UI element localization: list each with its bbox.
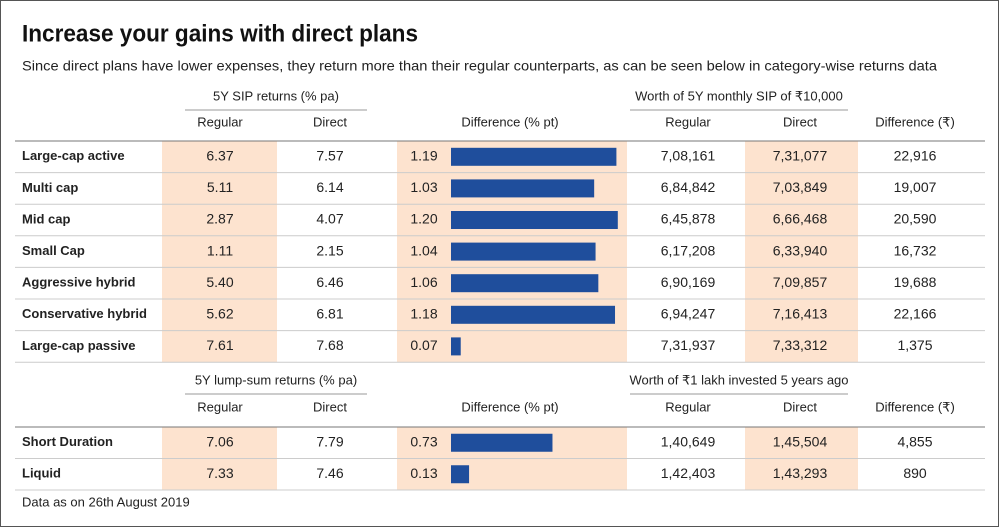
row-name: Small Cap [22, 243, 85, 258]
cell-value: 7.46 [316, 465, 343, 481]
cell-value: 890 [903, 465, 927, 481]
row-name: Liquid [22, 466, 61, 481]
difference-bar [451, 147, 617, 166]
cell-value: 7,16,413 [773, 306, 828, 322]
difference-value: 0.73 [410, 433, 437, 449]
row-name: Conservative hybrid [22, 306, 147, 321]
difference-bar [451, 274, 599, 293]
subtitle: Since direct plans have lower expenses, … [22, 58, 937, 74]
cell-value: 6,94,247 [661, 306, 716, 322]
column-header: Difference (₹) [875, 399, 955, 414]
cell-value: 7,33,312 [773, 337, 828, 353]
cell-value: 7.68 [316, 337, 343, 353]
column-header: Direct [783, 399, 817, 414]
cell-value: 1.11 [207, 242, 233, 258]
cell-value: 7.79 [316, 433, 343, 449]
cell-value: 7.57 [316, 148, 343, 164]
row-name: Mid cap [22, 211, 70, 226]
column-header: Regular [197, 399, 243, 414]
column-shade [745, 141, 858, 363]
difference-value: 1.03 [410, 179, 437, 195]
cell-value: 16,732 [894, 242, 937, 258]
cell-value: 6.81 [316, 306, 343, 322]
group-header: 5Y SIP returns (% pa) [213, 88, 339, 103]
cell-value: 7.33 [206, 465, 233, 481]
difference-value: 0.07 [410, 337, 437, 353]
cell-value: 7.61 [206, 337, 233, 353]
difference-bar [451, 211, 618, 229]
group-header: Worth of ₹1 lakh invested 5 years ago [629, 372, 848, 387]
difference-value: 1.19 [410, 148, 437, 164]
cell-value: 7,31,937 [661, 337, 716, 353]
cell-value: 6.46 [316, 274, 343, 290]
cell-value: 1,375 [897, 337, 932, 353]
cell-value: 4,855 [897, 433, 932, 449]
cell-value: 6,45,878 [661, 211, 716, 227]
difference-value: 0.13 [410, 465, 437, 481]
cell-value: 6,84,842 [661, 179, 716, 195]
row-name: Short Duration [22, 434, 113, 449]
column-header: Direct [783, 114, 817, 129]
group-header: 5Y lump-sum returns (% pa) [195, 372, 357, 387]
cell-value: 1,40,649 [661, 433, 716, 449]
cell-value: 20,590 [894, 211, 937, 227]
row-name: Large-cap active [22, 148, 125, 163]
difference-value: 1.06 [410, 274, 437, 290]
column-header: Direct [313, 114, 347, 129]
row-name: Multi cap [22, 180, 78, 195]
cell-value: 7,03,849 [773, 179, 828, 195]
column-shade [162, 141, 277, 363]
column-header: Difference (% pt) [461, 114, 558, 129]
column-header: Regular [197, 114, 243, 129]
difference-value: 1.04 [410, 242, 437, 258]
cell-value: 7.06 [206, 433, 233, 449]
difference-bar [451, 337, 461, 356]
cell-value: 1,43,293 [773, 465, 828, 481]
column-header: Direct [313, 399, 347, 414]
cell-value: 1,45,504 [773, 433, 828, 449]
difference-bar [451, 305, 616, 324]
difference-bar [451, 242, 596, 261]
difference-bar [451, 465, 470, 484]
cell-value: 6,90,169 [661, 274, 716, 290]
cell-value: 6.37 [206, 148, 233, 164]
cell-value: 1,42,403 [661, 465, 716, 481]
cell-value: 5.62 [206, 306, 233, 322]
group-header: Worth of 5Y monthly SIP of ₹10,000 [635, 88, 843, 103]
cell-value: 6,33,940 [773, 242, 828, 258]
row-name: Aggressive hybrid [22, 275, 135, 290]
cell-value: 7,31,077 [773, 148, 828, 164]
cell-value: 19,688 [894, 274, 937, 290]
row-name: Large-cap passive [22, 338, 135, 353]
cell-value: 4.07 [316, 211, 343, 227]
cell-value: 6.14 [316, 179, 343, 195]
cell-value: 22,916 [894, 148, 937, 164]
cell-value: 22,166 [894, 306, 937, 322]
cell-value: 7,08,161 [661, 148, 716, 164]
footnote: Data as on 26th August 2019 [22, 494, 190, 509]
column-header: Regular [665, 114, 711, 129]
difference-bar [451, 433, 553, 452]
cell-value: 5.11 [207, 179, 233, 195]
column-header: Difference (₹) [875, 114, 955, 129]
difference-value: 1.18 [410, 306, 437, 322]
cell-value: 6,66,468 [773, 211, 828, 227]
cell-value: 7,09,857 [773, 274, 828, 290]
column-header: Difference (% pt) [461, 399, 558, 414]
column-header: Regular [665, 399, 711, 414]
difference-value: 1.20 [410, 211, 437, 227]
cell-value: 2.15 [316, 242, 343, 258]
cell-value: 6,17,208 [661, 242, 716, 258]
title: Increase your gains with direct plans [22, 20, 418, 47]
cell-value: 19,007 [894, 179, 937, 195]
cell-value: 2.87 [206, 211, 233, 227]
difference-bar [451, 179, 595, 198]
cell-value: 5.40 [206, 274, 233, 290]
